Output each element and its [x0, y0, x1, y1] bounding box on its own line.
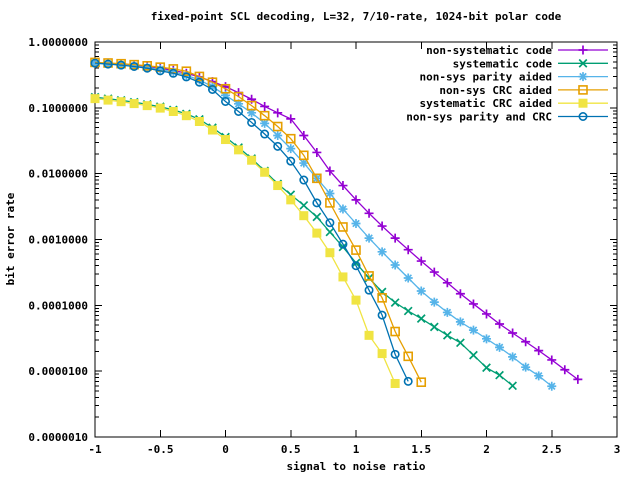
x-tick-label: 2: [483, 443, 490, 456]
plot-area: -1 -0.5 0 0.5 1 1.5 2 2.5 3 1.0000000 0.1000000 0.0…: [28, 36, 620, 456]
y-tick-label: 0.0000100: [28, 365, 88, 378]
y-tick-label: 0.0001000: [28, 299, 88, 312]
legend-label: non-systematic code: [426, 44, 552, 57]
legend-label: non-sys parity and CRC: [406, 111, 552, 124]
series-line-systematic-crc-aided: [94, 97, 396, 384]
x-tick-label: 0.5: [281, 443, 301, 456]
x-tick-label: 3: [614, 443, 621, 456]
x-tick-label: -1: [88, 443, 102, 456]
legend-label: non-sys CRC aided: [439, 84, 552, 97]
y-tick-label: 0.1000000: [28, 102, 88, 115]
series-line-systematic-code: [94, 96, 514, 387]
legend-label: systematic CRC aided: [420, 97, 552, 110]
y-axis-label: bit error rate: [4, 192, 17, 285]
legend-label: non-sys parity aided: [420, 71, 552, 84]
x-tick-label: 0: [222, 443, 229, 456]
y-tick-label: 0.0010000: [28, 234, 88, 247]
x-tick-label: -0.5: [147, 443, 174, 456]
y-tick-label: 1.0000000: [28, 36, 88, 49]
legend-label: systematic code: [453, 57, 553, 70]
series-line-non-sys-parity-and-crc: [94, 62, 409, 382]
x-tick-label: 1.5: [411, 443, 431, 456]
chart-title: fixed-point SCL decoding, L=32, 7/10-rat…: [151, 10, 562, 23]
y-tick-label: 0.0000010: [28, 431, 88, 444]
x-axis-label: signal to noise ratio: [286, 460, 425, 473]
x-tick-label: 2.5: [542, 443, 562, 456]
y-tick-label: 0.0100000: [28, 168, 88, 181]
x-tick-label: 1: [353, 443, 360, 456]
